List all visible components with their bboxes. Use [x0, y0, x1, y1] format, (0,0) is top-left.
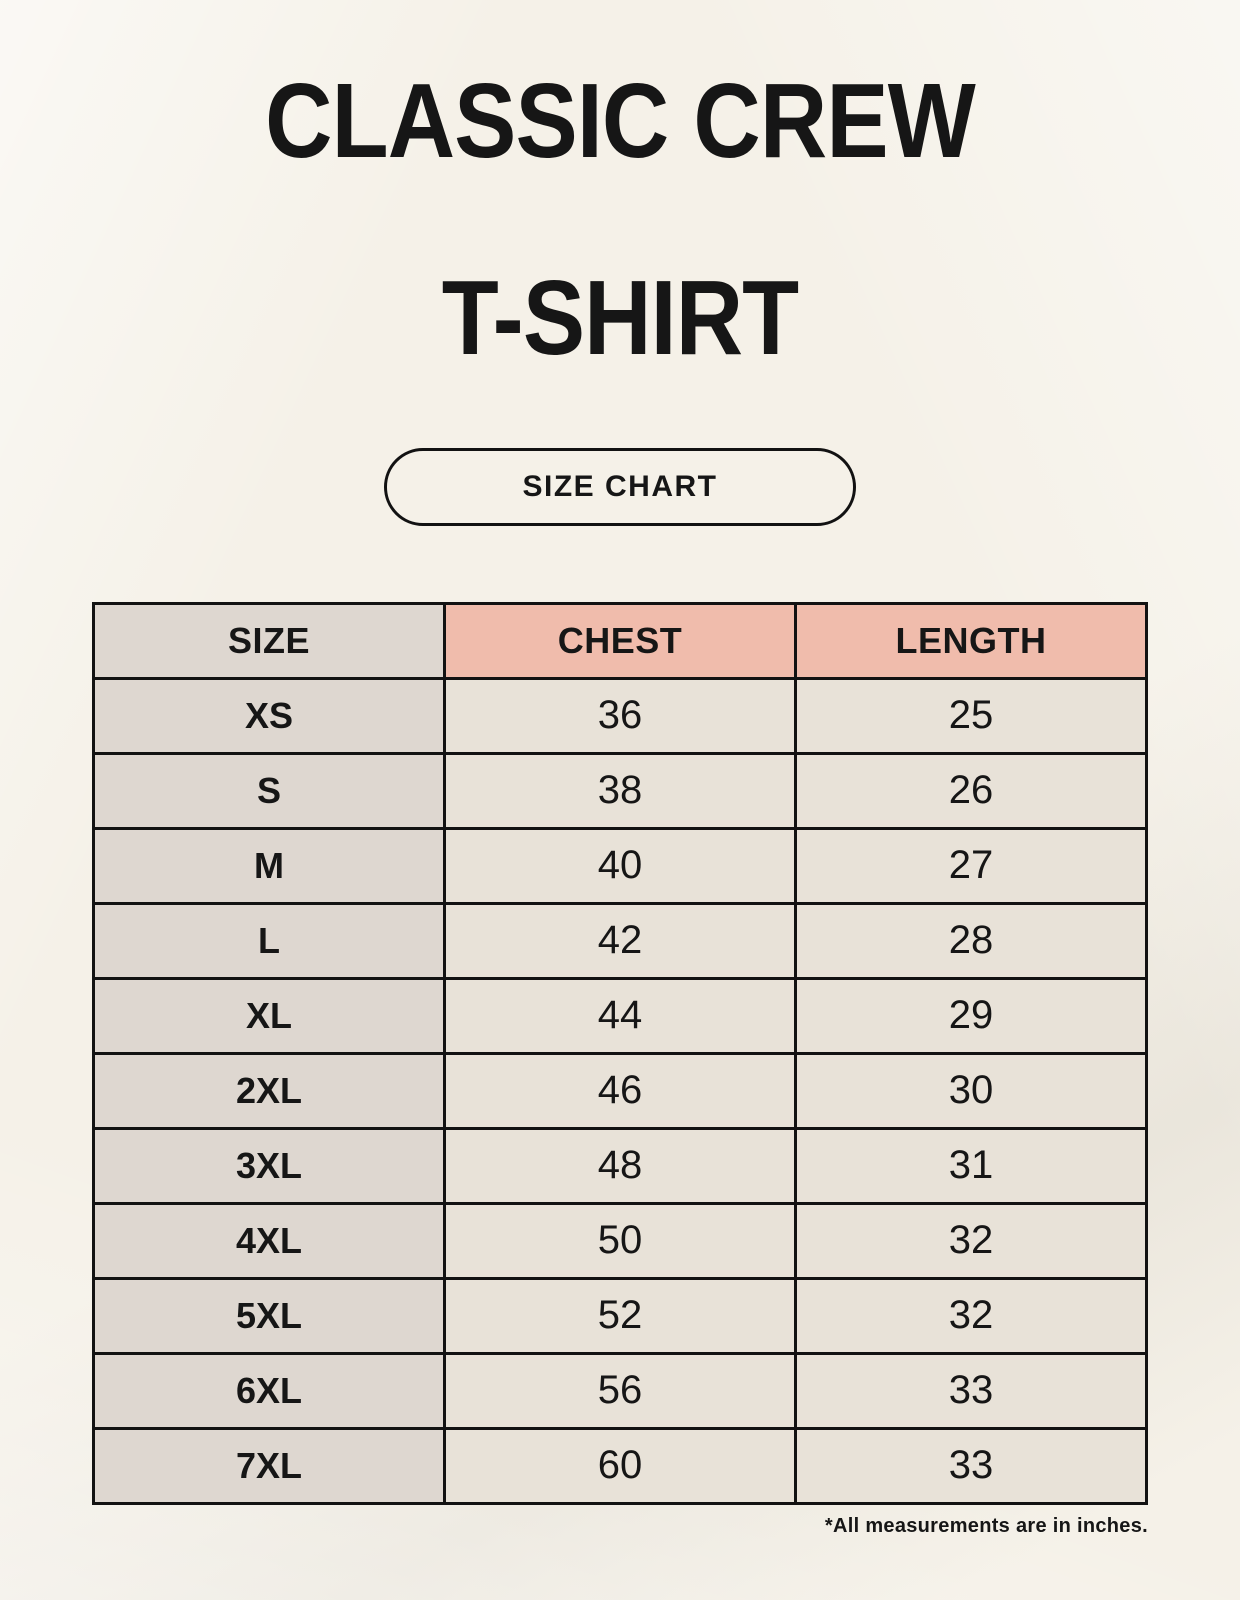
length-cell: 27: [794, 826, 1148, 905]
chest-cell: 36: [443, 676, 797, 755]
length-cell: 29: [794, 976, 1148, 1055]
size-cell: 4XL: [92, 1201, 446, 1280]
length-cell: 32: [794, 1201, 1148, 1280]
chest-cell: 44: [443, 976, 797, 1055]
chest-cell: 42: [443, 901, 797, 980]
table-row: 3XL 48 31: [92, 1126, 1148, 1205]
length-cell: 33: [794, 1426, 1148, 1505]
size-cell: 7XL: [92, 1426, 446, 1505]
chest-cell: 46: [443, 1051, 797, 1130]
table-row: 6XL 56 33: [92, 1351, 1148, 1430]
table-row: 2XL 46 30: [92, 1051, 1148, 1130]
table-row: 4XL 50 32: [92, 1201, 1148, 1280]
size-cell: 5XL: [92, 1276, 446, 1355]
table-header-row: SIZE CHEST LENGTH: [92, 601, 1148, 680]
chest-cell: 40: [443, 826, 797, 905]
table-row: XL 44 29: [92, 976, 1148, 1055]
length-cell: 30: [794, 1051, 1148, 1130]
size-chart-button-label: SIZE CHART: [522, 469, 718, 503]
size-cell: M: [92, 826, 446, 905]
column-header-chest: CHEST: [443, 601, 797, 680]
page-title: CLASSIC CREW T-SHIRT: [74, 0, 1165, 371]
column-header-size: SIZE: [92, 601, 446, 680]
length-cell: 31: [794, 1126, 1148, 1205]
chest-cell: 60: [443, 1426, 797, 1505]
table-row: 5XL 52 32: [92, 1276, 1148, 1355]
table-row: S 38 26: [92, 751, 1148, 830]
size-chart-table: SIZE CHEST LENGTH XS 36 25 S 38 26 M 40 …: [92, 601, 1148, 1505]
chest-cell: 38: [443, 751, 797, 830]
column-header-length: LENGTH: [794, 601, 1148, 680]
size-cell: 3XL: [92, 1126, 446, 1205]
table-row: XS 36 25: [92, 676, 1148, 755]
page-title-line-2: T-SHIRT: [441, 259, 799, 378]
chest-cell: 48: [443, 1126, 797, 1205]
size-cell: S: [92, 751, 446, 830]
measurements-footnote: *All measurements are in inches.: [824, 1514, 1148, 1537]
size-chart-button[interactable]: SIZE CHART: [384, 447, 856, 526]
length-cell: 33: [794, 1351, 1148, 1430]
table-row: 7XL 60 33: [92, 1426, 1148, 1505]
size-cell: 6XL: [92, 1351, 446, 1430]
length-cell: 26: [794, 751, 1148, 830]
chest-cell: 50: [443, 1201, 797, 1280]
length-cell: 32: [794, 1276, 1148, 1355]
length-cell: 28: [794, 901, 1148, 980]
page-title-line-1: CLASSIC CREW: [265, 62, 976, 180]
size-cell: XS: [92, 676, 446, 755]
chest-cell: 56: [443, 1351, 797, 1430]
table-row: M 40 27: [92, 826, 1148, 905]
size-cell: 2XL: [92, 1051, 446, 1130]
size-cell: L: [92, 901, 446, 980]
table-row: L 42 28: [92, 901, 1148, 980]
chest-cell: 52: [443, 1276, 797, 1355]
size-cell: XL: [92, 976, 446, 1055]
length-cell: 25: [794, 676, 1148, 755]
